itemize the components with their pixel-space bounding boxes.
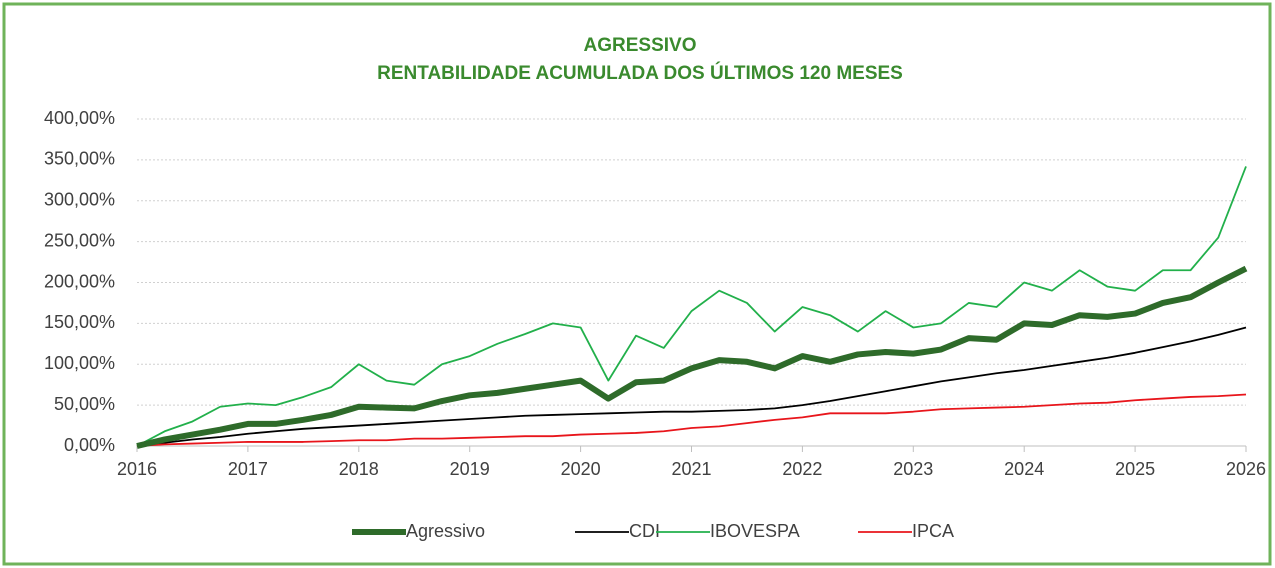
x-tick-label: 2023 — [893, 459, 933, 479]
legend-label: IBOVESPA — [710, 521, 800, 541]
y-tick-label: 250,00% — [44, 230, 115, 250]
chart-title: AGRESSIVO — [584, 35, 697, 56]
y-tick-label: 350,00% — [44, 149, 115, 169]
y-tick-label: 200,00% — [44, 271, 115, 291]
chart-subtitle: RENTABILIDADE ACUMULADA DOS ÚLTIMOS 120 … — [377, 62, 903, 84]
x-tick-label: 2025 — [1115, 459, 1155, 479]
x-tick-label: 2016 — [117, 459, 157, 479]
y-tick-label: 400,00% — [44, 108, 115, 128]
x-tick-label: 2022 — [782, 459, 822, 479]
series-line — [136, 166, 1247, 447]
x-tick-label: 2019 — [450, 459, 490, 479]
legend-label: CDI — [629, 521, 660, 541]
x-tick-label: 2018 — [339, 459, 379, 479]
y-tick-label: 50,00% — [54, 394, 115, 414]
x-tick-label: 2026 — [1226, 459, 1266, 479]
legend-label: IPCA — [912, 521, 954, 541]
y-tick-label: 100,00% — [44, 353, 115, 373]
y-tick-label: 300,00% — [44, 190, 115, 210]
series-line — [136, 265, 1248, 449]
y-tick-label: 150,00% — [44, 312, 115, 332]
x-tick-label: 2020 — [561, 459, 601, 479]
y-tick-label: 0,00% — [64, 435, 115, 455]
x-tick-label: 2017 — [228, 459, 268, 479]
x-tick-label: 2021 — [671, 459, 711, 479]
x-tick-label: 2024 — [1004, 459, 1044, 479]
series-line — [136, 326, 1247, 447]
series-line — [136, 393, 1247, 447]
legend-label: Agressivo — [406, 521, 485, 541]
